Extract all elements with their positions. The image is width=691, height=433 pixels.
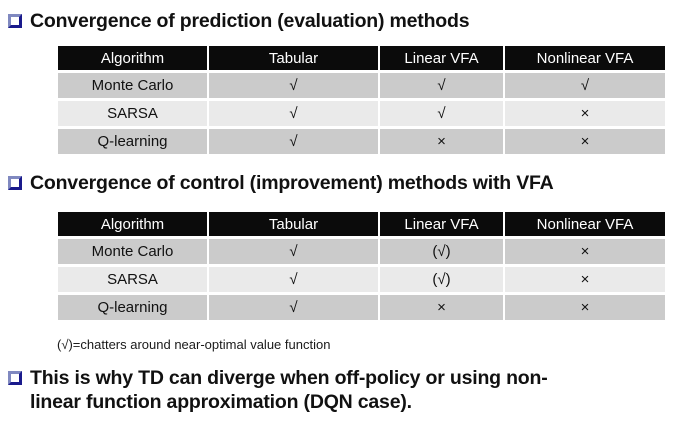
table-row: Q-learning √ × × bbox=[58, 129, 665, 154]
tabular-cell: √ bbox=[209, 295, 378, 320]
algorithm-cell: Q-learning bbox=[58, 295, 207, 320]
table-row: Q-learning √ × × bbox=[58, 295, 665, 320]
column-header-nonlinear-vfa: Nonlinear VFA bbox=[505, 46, 665, 70]
linear-vfa-cell: √ bbox=[380, 73, 503, 98]
algorithm-cell: Q-learning bbox=[58, 129, 207, 154]
column-header-tabular: Tabular bbox=[209, 46, 378, 70]
column-header-linear-vfa: Linear VFA bbox=[380, 46, 503, 70]
column-header-algorithm: Algorithm bbox=[58, 212, 207, 236]
footnote-chatters: (√)=chatters around near-optimal value f… bbox=[57, 337, 331, 352]
algorithm-cell: Monte Carlo bbox=[58, 73, 207, 98]
heading-control-convergence: Convergence of control (improvement) met… bbox=[8, 171, 684, 195]
algorithm-cell: SARSA bbox=[58, 101, 207, 126]
nonlinear-vfa-cell: √ bbox=[505, 73, 665, 98]
column-header-tabular: Tabular bbox=[209, 212, 378, 236]
heading-prediction-convergence: Convergence of prediction (evaluation) m… bbox=[8, 9, 678, 33]
control-convergence-table: Algorithm Tabular Linear VFA Nonlinear V… bbox=[56, 209, 667, 323]
linear-vfa-cell: (√) bbox=[380, 267, 503, 292]
prediction-convergence-table: Algorithm Tabular Linear VFA Nonlinear V… bbox=[56, 43, 667, 157]
table-row: SARSA √ (√) × bbox=[58, 267, 665, 292]
table-row: Monte Carlo √ √ √ bbox=[58, 73, 665, 98]
algorithm-cell: Monte Carlo bbox=[58, 239, 207, 264]
tabular-cell: √ bbox=[209, 239, 378, 264]
heading-text: This is why TD can diverge when off-poli… bbox=[30, 366, 548, 414]
algorithm-cell: SARSA bbox=[58, 267, 207, 292]
column-header-linear-vfa: Linear VFA bbox=[380, 212, 503, 236]
nonlinear-vfa-cell: × bbox=[505, 239, 665, 264]
linear-vfa-cell: × bbox=[380, 129, 503, 154]
heading-text: Convergence of prediction (evaluation) m… bbox=[30, 10, 470, 32]
heading-line-2: linear function approximation (DQN case)… bbox=[30, 391, 412, 413]
square-bullet-icon bbox=[8, 176, 22, 190]
nonlinear-vfa-cell: × bbox=[505, 267, 665, 292]
tabular-cell: √ bbox=[209, 73, 378, 98]
table-row: Monte Carlo √ (√) × bbox=[58, 239, 665, 264]
square-bullet-icon bbox=[8, 14, 22, 28]
table-header-row: Algorithm Tabular Linear VFA Nonlinear V… bbox=[58, 46, 665, 70]
column-header-nonlinear-vfa: Nonlinear VFA bbox=[505, 212, 665, 236]
square-bullet-icon bbox=[8, 371, 22, 385]
tabular-cell: √ bbox=[209, 101, 378, 126]
nonlinear-vfa-cell: × bbox=[505, 101, 665, 126]
heading-text: Convergence of control (improvement) met… bbox=[30, 172, 554, 194]
linear-vfa-cell: √ bbox=[380, 101, 503, 126]
linear-vfa-cell: × bbox=[380, 295, 503, 320]
table-header-row: Algorithm Tabular Linear VFA Nonlinear V… bbox=[58, 212, 665, 236]
tabular-cell: √ bbox=[209, 129, 378, 154]
heading-td-divergence: This is why TD can diverge when off-poli… bbox=[8, 366, 680, 414]
nonlinear-vfa-cell: × bbox=[505, 295, 665, 320]
linear-vfa-cell: (√) bbox=[380, 239, 503, 264]
nonlinear-vfa-cell: × bbox=[505, 129, 665, 154]
column-header-algorithm: Algorithm bbox=[58, 46, 207, 70]
heading-line-1: This is why TD can diverge when off-poli… bbox=[30, 367, 548, 389]
tabular-cell: √ bbox=[209, 267, 378, 292]
table-row: SARSA √ √ × bbox=[58, 101, 665, 126]
